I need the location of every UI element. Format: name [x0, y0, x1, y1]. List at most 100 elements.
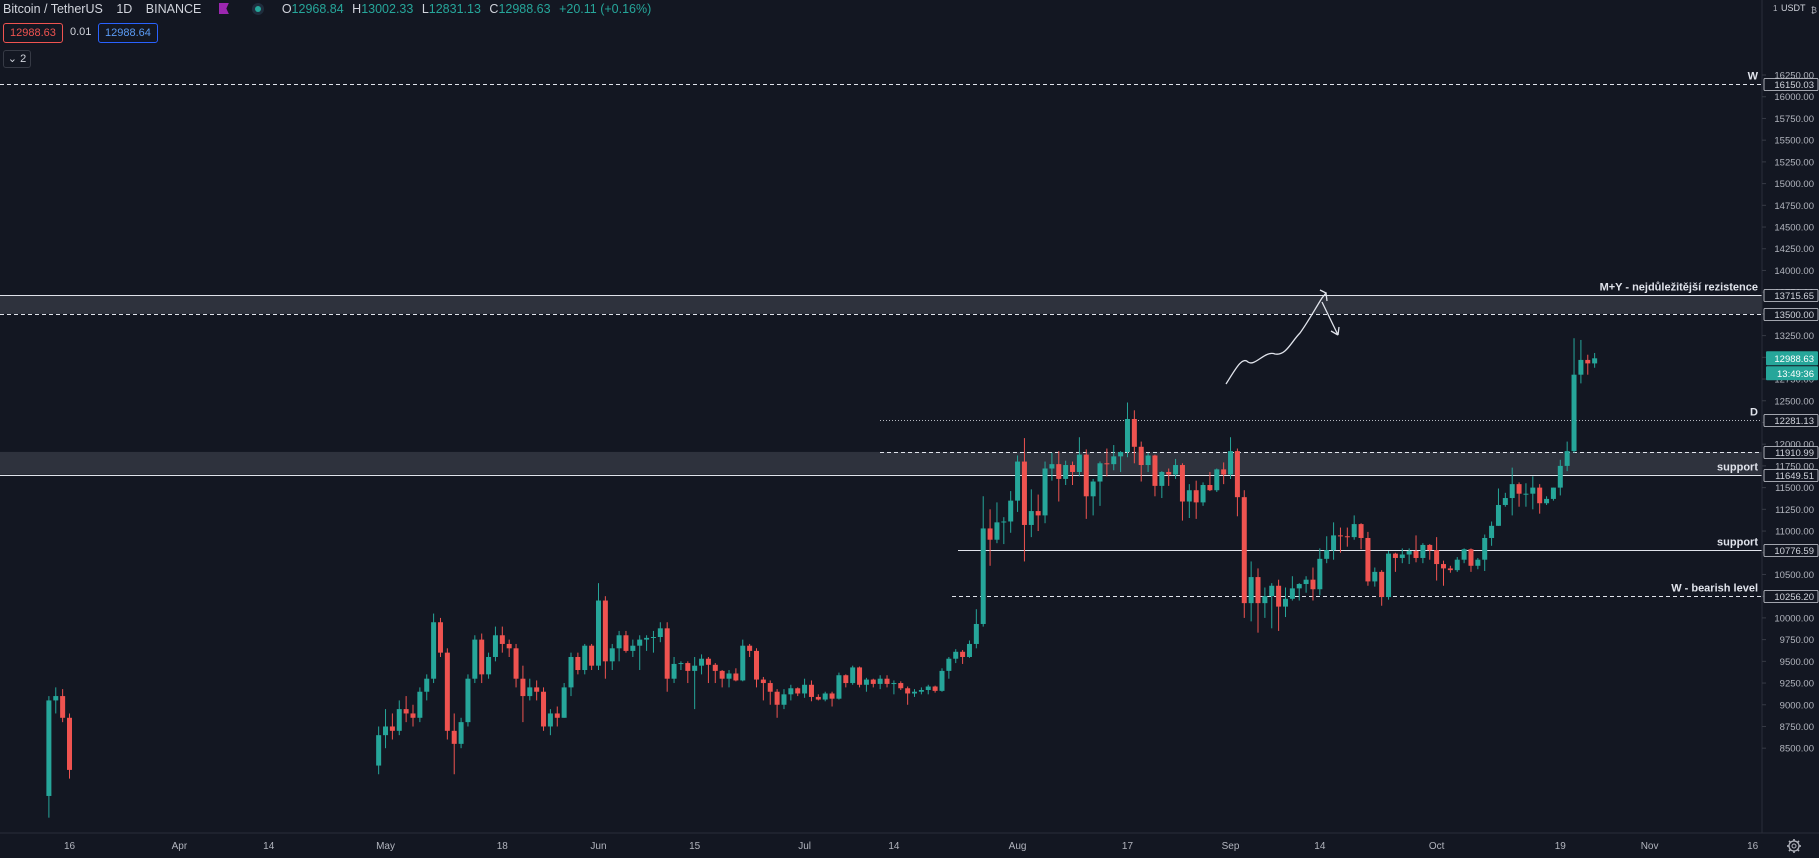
candle[interactable]: [781, 689, 787, 710]
candle[interactable]: [740, 639, 746, 682]
candle[interactable]: [994, 502, 1000, 544]
candle[interactable]: [1296, 583, 1302, 601]
candle[interactable]: [60, 689, 66, 723]
candle[interactable]: [1008, 491, 1014, 533]
candle[interactable]: [939, 668, 945, 692]
candle[interactable]: [1104, 448, 1110, 477]
chart-legend[interactable]: Bitcoin / TetherUS 1D BINANCE O12968.84 …: [3, 1, 656, 17]
candle[interactable]: [1276, 579, 1282, 631]
candle[interactable]: [1173, 458, 1179, 479]
candle[interactable]: [980, 496, 986, 627]
candle[interactable]: [1379, 570, 1385, 606]
candle[interactable]: [1200, 482, 1206, 506]
candle[interactable]: [644, 635, 650, 651]
candle[interactable]: [1001, 517, 1007, 545]
candle[interactable]: [925, 684, 931, 695]
flag-icon[interactable]: [218, 3, 229, 14]
candle[interactable]: [444, 648, 450, 740]
symbol-name[interactable]: Bitcoin / TetherUS: [3, 2, 103, 16]
candle[interactable]: [472, 635, 478, 684]
candle[interactable]: [1186, 484, 1192, 519]
candle[interactable]: [1571, 338, 1577, 453]
candle[interactable]: [1303, 576, 1309, 593]
candle[interactable]: [966, 640, 972, 658]
candle[interactable]: [1434, 537, 1440, 581]
candle[interactable]: [946, 656, 952, 679]
candle[interactable]: [664, 622, 670, 692]
candle[interactable]: [417, 687, 423, 723]
candle[interactable]: [1159, 471, 1165, 499]
price-zone[interactable]: [0, 295, 1762, 314]
candle[interactable]: [637, 635, 643, 671]
candle[interactable]: [754, 648, 759, 688]
candle[interactable]: [527, 678, 533, 701]
candle[interactable]: [671, 656, 677, 684]
candle[interactable]: [1447, 565, 1453, 573]
candle[interactable]: [1269, 583, 1275, 629]
candle[interactable]: [1214, 468, 1220, 492]
candle[interactable]: [1386, 551, 1392, 600]
candle[interactable]: [1207, 471, 1213, 492]
candle[interactable]: [46, 696, 52, 818]
forecast-down-arrow[interactable]: [1321, 301, 1340, 336]
candle[interactable]: [1289, 576, 1295, 601]
candle[interactable]: [760, 676, 766, 701]
candle[interactable]: [1076, 437, 1082, 477]
candle[interactable]: [554, 706, 560, 727]
candle[interactable]: [1145, 452, 1151, 472]
candle[interactable]: [1550, 487, 1556, 501]
candle[interactable]: [733, 668, 739, 682]
candle[interactable]: [541, 687, 547, 731]
candle[interactable]: [1427, 544, 1433, 560]
candle[interactable]: [1255, 568, 1261, 633]
candle[interactable]: [1537, 484, 1543, 514]
candle[interactable]: [1317, 548, 1323, 596]
candle[interactable]: [67, 713, 72, 779]
candle[interactable]: [1221, 462, 1227, 485]
candle[interactable]: [960, 650, 966, 664]
candle[interactable]: [1495, 488, 1501, 526]
candle[interactable]: [905, 686, 911, 705]
candle[interactable]: [513, 643, 519, 688]
interval-label[interactable]: 1D: [116, 2, 133, 16]
candle[interactable]: [863, 677, 869, 692]
candle[interactable]: [561, 683, 567, 718]
candle[interactable]: [383, 709, 389, 749]
candle[interactable]: [1056, 451, 1062, 502]
candle[interactable]: [692, 656, 698, 710]
settings-gear-icon[interactable]: [1787, 839, 1801, 853]
candle[interactable]: [589, 643, 595, 671]
candle[interactable]: [1509, 467, 1515, 516]
candle[interactable]: [1324, 536, 1330, 564]
candle[interactable]: [774, 689, 780, 718]
candle[interactable]: [1228, 437, 1234, 479]
candle[interactable]: [602, 596, 608, 679]
candle[interactable]: [1406, 548, 1412, 565]
candle[interactable]: [857, 666, 863, 688]
candle[interactable]: [623, 630, 629, 653]
candle[interactable]: [1489, 521, 1495, 546]
candle[interactable]: [1015, 455, 1021, 512]
candle[interactable]: [53, 687, 59, 714]
candle[interactable]: [1021, 438, 1027, 562]
candle[interactable]: [1152, 454, 1158, 497]
candle[interactable]: [1179, 463, 1185, 521]
currency-dropdown-icon[interactable]: ₿: [1811, 6, 1817, 15]
candle[interactable]: [1131, 410, 1137, 464]
candle[interactable]: [1111, 445, 1117, 471]
candle[interactable]: [1118, 451, 1124, 472]
candle[interactable]: [898, 681, 904, 690]
candle[interactable]: [1070, 461, 1076, 486]
candle[interactable]: [396, 700, 402, 736]
candle[interactable]: [1138, 441, 1144, 482]
candle[interactable]: [1262, 587, 1268, 618]
candle[interactable]: [403, 696, 409, 723]
candle[interactable]: [1482, 534, 1488, 571]
candle[interactable]: [479, 633, 485, 684]
candle[interactable]: [1337, 527, 1343, 553]
candle[interactable]: [1097, 461, 1103, 506]
candle[interactable]: [815, 694, 821, 701]
candle[interactable]: [1124, 402, 1130, 458]
buy-button[interactable]: 12988.64: [98, 23, 158, 43]
